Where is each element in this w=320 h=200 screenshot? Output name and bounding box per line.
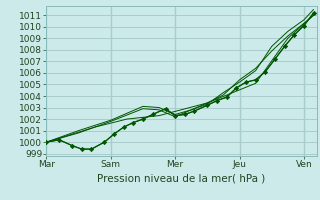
X-axis label: Pression niveau de la mer( hPa ): Pression niveau de la mer( hPa ) xyxy=(98,173,266,183)
